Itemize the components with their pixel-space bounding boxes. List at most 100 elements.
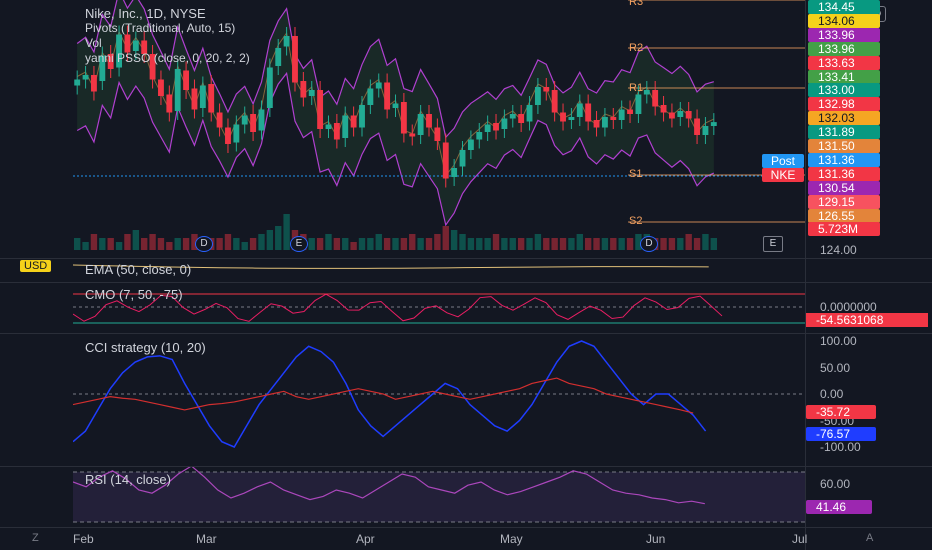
volume-bar	[342, 238, 349, 250]
earnings-upcoming-icon[interactable]: E	[763, 236, 783, 252]
candle-body	[610, 117, 617, 120]
volume-bar	[174, 238, 181, 250]
dividend-event-icon-2[interactable]: D	[640, 236, 658, 252]
candle-body	[300, 81, 307, 98]
pane-divider[interactable]	[0, 333, 932, 334]
candle-body	[618, 109, 625, 120]
cmo-title[interactable]: CMO (7, 50, -75)	[85, 287, 183, 302]
time-axis-border	[0, 527, 932, 528]
price-chart[interactable]	[73, 0, 805, 258]
volume-bar	[316, 238, 324, 250]
cci-title[interactable]: CCI strategy (10, 20)	[85, 340, 206, 355]
time-label-mar: Mar	[196, 532, 217, 546]
ema-title[interactable]: EMA (50, close, 0)	[85, 262, 192, 277]
volume-bar	[166, 242, 173, 250]
candle-body	[384, 82, 391, 110]
candle-body	[601, 117, 608, 128]
pane-divider[interactable]	[0, 466, 932, 467]
time-label-jul: Jul	[792, 532, 808, 546]
dividend-event-icon[interactable]: D	[195, 236, 213, 252]
price-label: 130.54	[808, 180, 880, 195]
candle-body	[417, 114, 424, 135]
candle-body	[317, 90, 324, 129]
ema-chart[interactable]	[73, 259, 805, 283]
candle-body	[116, 34, 123, 68]
cmo-chart[interactable]	[73, 283, 805, 333]
price-label: 134.45	[808, 0, 880, 14]
rsi-title[interactable]: RSI (14, close)	[85, 472, 171, 487]
volume-bar	[107, 238, 114, 250]
volume-bar	[233, 238, 240, 250]
volume-bar	[350, 242, 357, 250]
candle-body	[233, 124, 240, 143]
pane-divider[interactable]	[0, 282, 932, 283]
auto-scale-button[interactable]: A	[866, 532, 874, 544]
cmo-tick-zero: 0.0000000	[820, 300, 877, 314]
volume-bar	[358, 238, 366, 250]
price-label: 132.98	[808, 97, 880, 112]
bollinger-lower-line	[76, 71, 715, 227]
price-axis[interactable]: 134.45 134.06 133.96 133.96 133.63 133.41 133.…	[806, 0, 932, 258]
cci-chart[interactable]	[73, 334, 805, 464]
candle-body	[543, 87, 550, 92]
volume-bar	[308, 238, 315, 250]
candle-body	[476, 132, 483, 140]
time-label-apr: Apr	[356, 532, 375, 546]
price-label: 5.723M	[808, 222, 880, 237]
cci-tick-0: 0.00	[820, 387, 844, 401]
earnings-event-icon[interactable]: E	[290, 236, 308, 252]
price-tick: 124.00	[820, 243, 857, 257]
timezone-z-button[interactable]: Z	[32, 532, 39, 544]
psso-legend[interactable]: yanni PSSO (close, 0, 20, 2, 2)	[85, 51, 250, 65]
cci-red-line	[73, 377, 694, 414]
volume-bar	[216, 238, 223, 250]
left-usd-badge[interactable]: USD	[20, 260, 52, 272]
pivot-s2: S2	[629, 215, 643, 227]
volume-bar	[99, 238, 106, 250]
time-label-feb: Feb	[73, 532, 94, 546]
candle-body	[467, 139, 474, 150]
candle-body	[216, 112, 223, 128]
candle-body	[149, 54, 156, 80]
candle-body	[501, 118, 508, 129]
volume-bar	[434, 234, 441, 250]
symbol-title[interactable]: Nike, Inc., 1D, NYSE	[85, 6, 206, 21]
volume-bar	[450, 230, 458, 250]
candle-body	[526, 105, 533, 122]
candle-body	[509, 114, 516, 119]
candle-body	[225, 127, 231, 144]
candle-body	[174, 69, 181, 111]
volume-bar	[660, 238, 667, 250]
candle-body	[266, 67, 273, 108]
candle-body	[400, 102, 407, 134]
price-label: 129.15	[808, 194, 880, 209]
volume-bar	[182, 238, 190, 250]
volume-bar	[635, 234, 642, 250]
bollinger-upper-line	[76, 0, 714, 139]
candle-body	[166, 94, 173, 113]
candle-body	[451, 168, 458, 177]
volume-bar	[526, 238, 533, 250]
candle-body	[534, 87, 541, 105]
candle-body	[275, 48, 282, 66]
rsi-band	[73, 472, 805, 522]
pane-divider[interactable]	[0, 258, 932, 259]
volume-bar	[241, 242, 248, 250]
candle-body	[392, 103, 399, 108]
volume-bar	[149, 234, 156, 250]
post-tag: Post	[762, 154, 804, 168]
rsi-tick-60: 60.00	[820, 477, 851, 491]
rsi-chart[interactable]	[73, 467, 805, 527]
vol-legend[interactable]: Vol	[85, 36, 102, 50]
candle-body	[258, 109, 265, 131]
volume-bar	[333, 238, 341, 250]
volume-bar	[90, 234, 98, 250]
volume-bar	[492, 234, 500, 250]
candle-body	[325, 124, 332, 129]
pivots-legend[interactable]: Pivots (Traditional, Auto, 15)	[85, 21, 236, 35]
nke-tag: NKE	[762, 168, 804, 182]
symbol-legend[interactable]: Nike, Inc., 1D, NYSE Pivots (Traditional…	[85, 6, 250, 66]
cci-tick-50: 50.00	[820, 361, 851, 375]
candle-body	[333, 123, 340, 140]
candle-body	[459, 150, 466, 167]
